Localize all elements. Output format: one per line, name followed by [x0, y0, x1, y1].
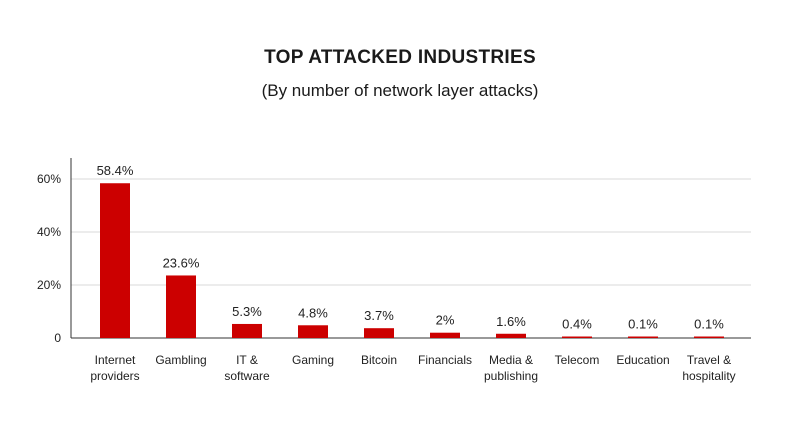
- x-tick-label: Education: [616, 353, 669, 367]
- x-tick-label: Internet providers: [90, 353, 139, 383]
- data-label: 3.7%: [364, 308, 394, 323]
- bar: [232, 323, 262, 338]
- bars: [100, 183, 724, 338]
- bar: [364, 328, 394, 338]
- chart-title: TOP ATTACKED INDUSTRIES: [264, 47, 536, 68]
- data-label: 23.6%: [163, 255, 200, 270]
- bar: [100, 183, 130, 338]
- x-tick-label: Telecom: [555, 353, 600, 367]
- category-labels: Internet providers Gambling IT & software Gam…: [90, 353, 735, 383]
- data-label: 5.3%: [232, 304, 262, 319]
- x-tick-label: Travel & hospitality: [682, 353, 735, 383]
- x-tick-label: Bitcoin: [361, 353, 397, 367]
- x-tick-label: Financials: [418, 353, 472, 367]
- bar: [628, 336, 658, 338]
- bar: [430, 332, 460, 338]
- data-label: 2%: [436, 313, 455, 328]
- x-tick-label: Gaming: [292, 353, 334, 367]
- bar: [166, 275, 196, 338]
- chart-subtitle: (By number of network layer attacks): [261, 81, 539, 100]
- y-tick-label: 40%: [37, 225, 61, 239]
- data-labels: 58.4% 23.6% 5.3% 4.8% 3.7% 2% 1.6% 0.4% 0.1% 0.1%: [97, 163, 725, 331]
- y-tick-label: 20%: [37, 278, 61, 292]
- x-tick-label: IT & software: [224, 353, 270, 383]
- x-tick-label: Media & publishing: [484, 353, 538, 383]
- bar: [562, 336, 592, 338]
- bar: [298, 325, 328, 338]
- data-label: 0.1%: [628, 317, 658, 332]
- bar: [496, 333, 526, 338]
- y-tick-label: 60%: [37, 172, 61, 186]
- data-label: 4.8%: [298, 305, 328, 320]
- data-label: 58.4%: [97, 163, 134, 178]
- data-label: 0.1%: [694, 317, 724, 332]
- bar: [694, 336, 724, 338]
- data-label: 0.4%: [562, 317, 592, 332]
- data-label: 1.6%: [496, 314, 526, 329]
- x-tick-label: Gambling: [155, 353, 206, 367]
- y-tick-label: 0: [54, 331, 61, 345]
